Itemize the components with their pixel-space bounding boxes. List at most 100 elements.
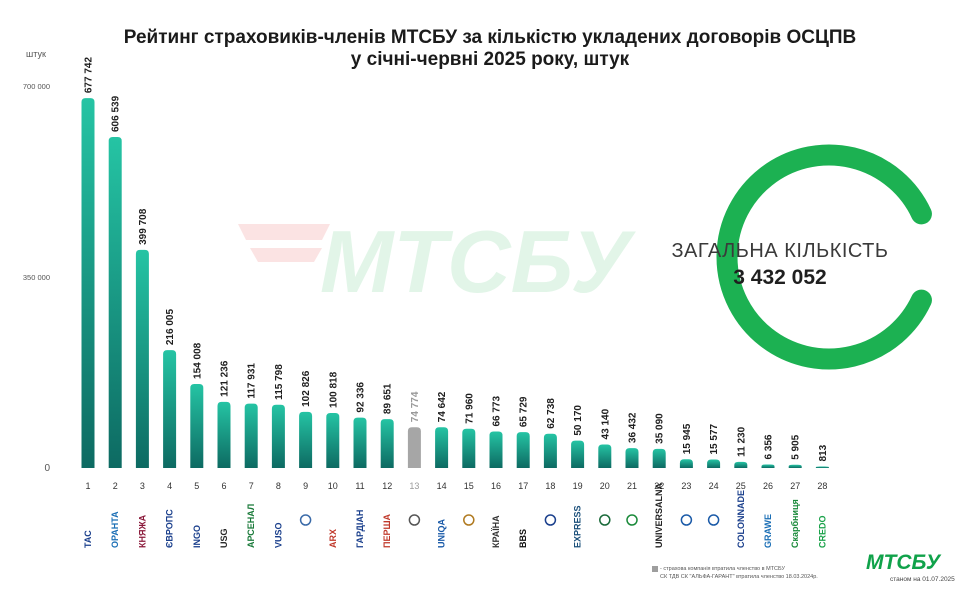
bar	[489, 431, 503, 468]
value-label: 89 651	[383, 383, 394, 414]
value-label: 92 336	[356, 382, 367, 413]
category-label: 17	[518, 481, 528, 491]
watermark-text: МТСБУ	[320, 212, 637, 311]
bar	[516, 432, 530, 468]
company-logo-icon	[463, 514, 475, 526]
value-label: 11 230	[736, 426, 747, 456]
total-ring-arc	[716, 144, 932, 370]
bar	[435, 427, 449, 468]
company-logo: ГАРДІАН	[355, 510, 365, 548]
company-logo-icon	[707, 514, 720, 526]
value-label: 65 729	[519, 396, 530, 427]
company-logo: BBS	[518, 529, 528, 548]
company-logo: ЄВРОПС	[165, 509, 175, 548]
category-label: 14	[437, 481, 447, 491]
value-label: 62 738	[546, 398, 557, 429]
bar	[734, 461, 748, 468]
y-axis: 700 000 350 000 0	[23, 82, 51, 474]
category-label: 8	[276, 481, 281, 491]
value-label: 43 140	[600, 408, 611, 439]
bar	[353, 417, 367, 468]
company-logo: АРСЕНАЛ	[246, 504, 256, 548]
company-logo-icon	[544, 514, 557, 526]
company-logo: USG	[219, 528, 229, 548]
value-label: 100 818	[328, 371, 339, 408]
total-label: ЗАГАЛЬНА КІЛЬКІСТЬ	[671, 240, 889, 262]
category-label: 16	[491, 481, 501, 491]
value-label: 399 708	[138, 208, 149, 245]
footnote-swatch	[652, 566, 658, 572]
bar	[543, 433, 557, 468]
company-logo-icon	[408, 514, 421, 526]
value-label: 15 945	[682, 423, 693, 454]
company-logo-icon	[680, 514, 693, 526]
company-logo: GRAWE	[763, 514, 773, 548]
watermark-wing-icon	[238, 224, 330, 262]
bar	[271, 404, 285, 468]
bar	[163, 350, 177, 468]
bar	[788, 464, 802, 468]
y-tick-label: 0	[44, 463, 50, 474]
company-logo: UNIVERSALNA	[654, 482, 664, 548]
y-axis-unit: штук	[26, 49, 46, 59]
value-label: 6 356	[764, 434, 775, 459]
bar	[598, 444, 612, 468]
value-label: 102 826	[301, 370, 312, 407]
value-label: 5 905	[791, 434, 802, 459]
chart-subtitle: у січні-червні 2025 року, штук	[350, 49, 630, 70]
bar	[679, 459, 693, 468]
as-of-date: станом на 01.07.2025	[890, 576, 955, 583]
bar	[380, 419, 394, 468]
category-label: 20	[600, 481, 610, 491]
y-tick-label: 350 000	[23, 273, 50, 282]
company-logo: ARX	[328, 529, 338, 548]
bar	[244, 403, 258, 468]
category-label: 1	[85, 481, 90, 491]
y-tick-label: 700 000	[23, 82, 50, 91]
value-label: 71 960	[464, 393, 475, 424]
category-label: 23	[681, 481, 691, 491]
category-label: 27	[790, 481, 800, 491]
category-label: 25	[736, 481, 746, 491]
category-label: 19	[573, 481, 583, 491]
value-label: 117 931	[247, 363, 258, 399]
value-label: 74 642	[437, 391, 448, 422]
value-label: 677 742	[84, 57, 95, 94]
bar	[190, 383, 204, 468]
value-label: 50 170	[573, 405, 584, 436]
value-label: 66 773	[492, 396, 503, 427]
company-logo-icon	[599, 514, 611, 526]
category-label: 12	[382, 481, 392, 491]
company-logo: COLONNADE	[736, 490, 746, 548]
bar	[571, 440, 585, 468]
total-ring	[716, 144, 932, 370]
category-label: 6	[221, 481, 226, 491]
bar	[326, 412, 340, 468]
bar	[108, 137, 122, 469]
category-label: 24	[709, 481, 719, 491]
value-label: 606 539	[111, 95, 122, 132]
value-label: 35 090	[655, 413, 666, 444]
brand-logo: МТСБУ	[866, 551, 941, 574]
category-label: 9	[303, 481, 308, 491]
company-logo: INGO	[192, 525, 202, 548]
bar	[625, 448, 639, 468]
bar	[81, 98, 95, 468]
value-label: 154 008	[192, 342, 203, 379]
category-label: 18	[545, 481, 555, 491]
bar	[135, 249, 149, 468]
category-label: 13	[409, 481, 419, 491]
bar	[815, 466, 829, 468]
category-label: 4	[167, 481, 172, 491]
category-label: 15	[464, 481, 474, 491]
category-labels-group: 1 2 3 4 5 6 7 8 9 10 11 12 13 14 15 16 17 18 19 20 21 22 23 24 2…	[85, 481, 827, 491]
footnote-line-2: СК ТДВ СК "АЛЬФА-ГАРАНТ" втратила членст…	[660, 574, 818, 580]
company-logo: ОРАНТА	[110, 511, 120, 548]
company-logo: ПЕРША	[382, 513, 392, 548]
company-logo: EXPRESS	[573, 505, 583, 548]
value-label: 74 774	[410, 391, 421, 422]
value-label: 216 005	[165, 309, 176, 346]
total-value: 3 432 052	[733, 266, 827, 289]
category-label: 10	[328, 481, 338, 491]
